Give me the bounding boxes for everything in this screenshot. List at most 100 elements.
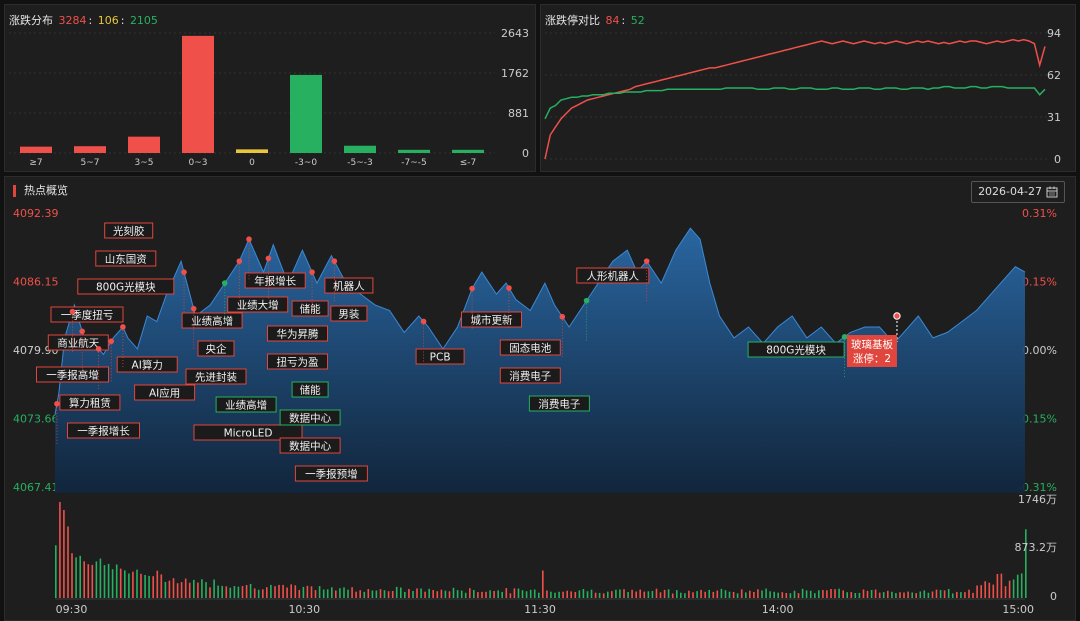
bar-8 bbox=[452, 149, 484, 153]
volume-bar bbox=[355, 591, 357, 598]
annotation-label: 机器人 bbox=[333, 280, 365, 293]
volume-bar bbox=[282, 584, 284, 598]
annotation-dot bbox=[69, 308, 76, 315]
volume-bar bbox=[107, 563, 110, 598]
distribution-title-row: 涨跌分布 3284: 106: 2105 bbox=[9, 14, 158, 27]
volume-bar bbox=[229, 587, 232, 598]
annotation-label: 800G光模块 bbox=[766, 344, 826, 357]
volume-bar bbox=[314, 590, 317, 598]
volume-bar bbox=[887, 590, 889, 598]
volume-bar bbox=[745, 592, 747, 598]
volume-bar bbox=[724, 590, 727, 598]
volume-bar bbox=[1000, 573, 1003, 598]
volume-bar bbox=[79, 555, 81, 598]
annotation-dot bbox=[221, 280, 228, 286]
volume-bar bbox=[128, 573, 130, 598]
annotation-box bbox=[197, 340, 235, 357]
annotation-dot bbox=[420, 318, 427, 325]
bar-7 bbox=[398, 149, 430, 153]
volume-bar bbox=[428, 588, 430, 598]
annotation-dot bbox=[265, 255, 272, 262]
volume-bar bbox=[481, 591, 483, 598]
price-line bbox=[54, 227, 1026, 415]
volume-bar bbox=[436, 591, 439, 598]
x-tick-label: 11:30 bbox=[524, 603, 556, 616]
annotation-dot bbox=[841, 334, 848, 340]
annotation-box bbox=[193, 424, 303, 441]
volume-bar bbox=[444, 590, 447, 598]
volume-bar bbox=[124, 570, 126, 598]
volume-bar bbox=[75, 557, 77, 598]
hotspot-title: 热点概览 bbox=[13, 185, 68, 197]
annotation-box bbox=[181, 312, 243, 329]
annotation-dot bbox=[190, 305, 197, 312]
volume-bar bbox=[1004, 586, 1007, 598]
volume-bar bbox=[452, 587, 455, 598]
volume-bar bbox=[623, 589, 625, 598]
volume-bar bbox=[939, 590, 942, 598]
volume-bar bbox=[655, 588, 658, 598]
y-tick-label: 2643 bbox=[501, 27, 529, 40]
volume-bar bbox=[611, 591, 613, 598]
volume-bar bbox=[245, 585, 248, 598]
volume-bar bbox=[363, 591, 366, 598]
volume-bar bbox=[270, 584, 272, 598]
annotation-box bbox=[116, 356, 178, 373]
volume-bar bbox=[931, 591, 934, 598]
volume-bar bbox=[209, 587, 211, 598]
x-tick-label: 10:30 bbox=[288, 603, 320, 616]
volume-bar bbox=[525, 591, 528, 598]
volume-bar bbox=[201, 579, 203, 598]
x-tick-label: ≤-7 bbox=[460, 158, 477, 168]
volume-bar bbox=[992, 584, 995, 598]
volume-bar bbox=[501, 591, 503, 598]
volume-bar bbox=[676, 590, 678, 598]
volume-bar bbox=[1012, 579, 1015, 598]
volume-bar bbox=[903, 592, 905, 598]
volume-bar bbox=[119, 568, 122, 598]
distribution-chart: 2643 1762 881 0 ≥7 5~7 3~5 0~3 0 -3~0 -5~-3 -7~-5 ≤-… bbox=[9, 27, 529, 168]
volume-bar bbox=[866, 590, 869, 598]
volume-bar bbox=[485, 591, 487, 598]
volume-bar bbox=[180, 582, 183, 598]
annotation-dot bbox=[469, 285, 475, 292]
volume-bar bbox=[777, 592, 779, 598]
annotation-box bbox=[294, 465, 368, 482]
annotation-dot bbox=[559, 313, 566, 320]
volume-bar bbox=[331, 587, 333, 598]
x-tick-label: 0 bbox=[249, 158, 255, 168]
volume-bar bbox=[757, 589, 759, 598]
date-picker[interactable]: 2026-04-27 bbox=[971, 181, 1065, 203]
annotation-box bbox=[279, 437, 341, 454]
y-tick-label: 62 bbox=[1047, 69, 1061, 82]
volume-bar bbox=[67, 526, 69, 598]
volume-bar bbox=[221, 585, 223, 598]
volume-bar bbox=[956, 591, 958, 598]
volume-bar bbox=[249, 583, 252, 598]
annotation-box bbox=[576, 267, 650, 284]
volume-bar bbox=[148, 575, 150, 598]
volume-bar bbox=[663, 589, 666, 598]
volume-bar bbox=[262, 589, 264, 598]
volume-bar bbox=[720, 588, 723, 598]
volume-bar bbox=[460, 590, 463, 598]
volume-bar bbox=[574, 592, 577, 598]
annotation-box bbox=[330, 305, 368, 322]
annotation-dot bbox=[181, 269, 187, 275]
volume-bar bbox=[533, 589, 536, 598]
y-tick-label: 0 bbox=[1054, 153, 1061, 166]
x-tick-label: 15:00 bbox=[1002, 603, 1034, 616]
volume-bar bbox=[424, 591, 426, 598]
limit-up-count: 84 bbox=[605, 14, 620, 27]
volume-bar bbox=[59, 502, 61, 598]
volume-bar bbox=[83, 561, 85, 598]
volume-bar bbox=[152, 576, 154, 598]
volume-bar bbox=[294, 585, 297, 598]
volume-bar bbox=[862, 589, 865, 598]
volume-bar bbox=[387, 591, 390, 598]
volume-bar bbox=[546, 590, 548, 598]
annotation-label: 央企 bbox=[206, 343, 227, 356]
volume-bar bbox=[805, 590, 808, 598]
volume-bar bbox=[95, 561, 98, 598]
volume-bar bbox=[266, 587, 268, 598]
